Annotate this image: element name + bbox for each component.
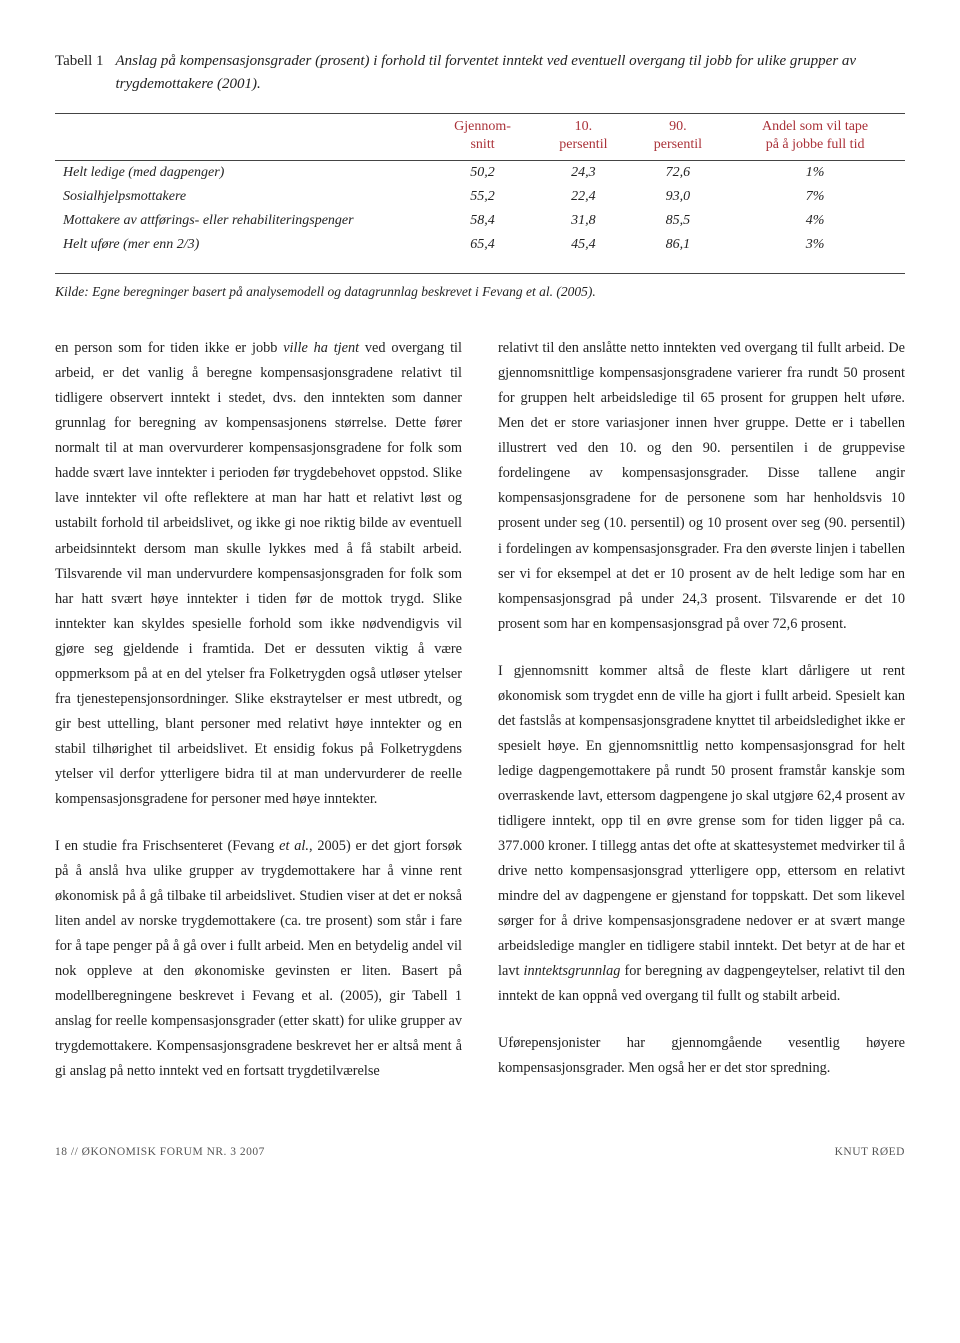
body-p-right-3: Uførepensjonister har gjennomgående vese… [498, 1031, 905, 1081]
row-value: 65,4 [429, 233, 536, 257]
footer-left: 18 // ØKONOMISK FORUM NR. 3 2007 [55, 1146, 265, 1158]
row-value: 22,4 [536, 185, 631, 209]
table-header-p10: 10.persentil [536, 114, 631, 160]
body-column-right: relativt til den anslåtte netto inntekte… [498, 336, 905, 1105]
table-header-p90: 90.persentil [631, 114, 726, 160]
body-column-left: en person som for tiden ikke er jobb vil… [55, 336, 462, 1105]
row-value: 86,1 [631, 233, 726, 257]
body-p-right-2: I gjennomsnitt kommer altså de fleste kl… [498, 659, 905, 1009]
table-header-loss: Andel som vil tapepå å jobbe full tid [725, 114, 905, 160]
row-value: 58,4 [429, 209, 536, 233]
body-p-right-1: relativt til den anslåtte netto inntekte… [498, 336, 905, 636]
table-row: Helt ledige (med dagpenger)50,224,372,61… [55, 161, 905, 185]
table-source: Kilde: Egne beregninger basert på analys… [55, 284, 905, 300]
table-row: Mottakere av attførings- eller rehabilit… [55, 209, 905, 233]
row-value: 55,2 [429, 185, 536, 209]
footer-right: KNUT RØED [835, 1146, 905, 1158]
table-header-blank [55, 114, 429, 160]
table-rule-bottom [55, 273, 905, 274]
row-label: Helt ledige (med dagpenger) [55, 161, 429, 185]
row-label: Helt uføre (mer enn 2/3) [55, 233, 429, 257]
table-row: Sosialhjelpsmottakere55,222,493,07% [55, 185, 905, 209]
compensation-table: Gjennom-snitt 10.persentil 90.persentil … [55, 114, 905, 257]
row-value: 4% [725, 209, 905, 233]
row-label: Mottakere av attførings- eller rehabilit… [55, 209, 429, 233]
row-label: Sosialhjelpsmottakere [55, 185, 429, 209]
table-row: Helt uføre (mer enn 2/3)65,445,486,13% [55, 233, 905, 257]
row-value: 50,2 [429, 161, 536, 185]
page-footer: 18 // ØKONOMISK FORUM NR. 3 2007 KNUT RØ… [55, 1146, 905, 1158]
table-header-mean: Gjennom-snitt [429, 114, 536, 160]
table-label: Tabell 1 [55, 50, 104, 95]
row-value: 24,3 [536, 161, 631, 185]
row-value: 93,0 [631, 185, 726, 209]
body-p-left-1: en person som for tiden ikke er jobb vil… [55, 336, 462, 811]
row-value: 3% [725, 233, 905, 257]
row-value: 1% [725, 161, 905, 185]
row-value: 85,5 [631, 209, 726, 233]
row-value: 45,4 [536, 233, 631, 257]
row-value: 7% [725, 185, 905, 209]
row-value: 31,8 [536, 209, 631, 233]
row-value: 72,6 [631, 161, 726, 185]
body-p-left-2: I en studie fra Frischsenteret (Fevang e… [55, 834, 462, 1084]
table-caption: Tabell 1 Anslag på kompensasjonsgrader (… [55, 50, 905, 95]
table-title-text: Anslag på kompensasjonsgrader (prosent) … [116, 50, 905, 95]
